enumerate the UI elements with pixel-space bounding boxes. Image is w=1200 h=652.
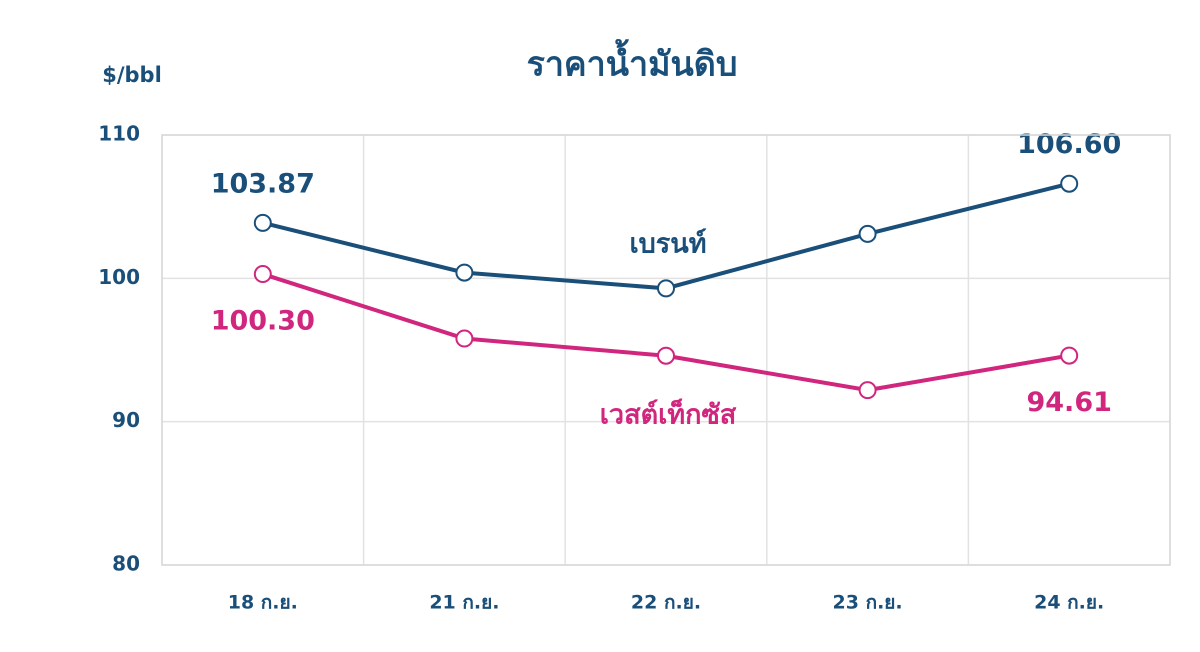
x-tick-label: 22 ก.ย. <box>631 592 701 614</box>
plot-border <box>161 134 1171 566</box>
y-tick-label: 100 <box>98 265 140 289</box>
x-tick-label: 23 ก.ย. <box>833 592 903 614</box>
x-tick-label: 21 ก.ย. <box>429 592 499 614</box>
data-label: 103.87 <box>211 168 315 199</box>
y-axis-label: $/bbl <box>102 63 162 87</box>
series-label: เวสต์เท็กซัส <box>600 397 737 431</box>
y-tick-label: 90 <box>112 408 140 432</box>
point-marker <box>253 213 272 232</box>
data-label: 106.60 <box>1017 129 1121 160</box>
data-label: 94.61 <box>1026 387 1111 418</box>
y-tick-label: 80 <box>112 552 140 576</box>
point-marker <box>253 265 272 284</box>
point-marker <box>858 224 877 243</box>
series-label: เบรนท์ <box>629 228 706 260</box>
y-tick-label: 110 <box>98 122 140 146</box>
chart-title: ราคาน้ำมันดิบ <box>527 39 738 85</box>
x-tick-label: 18 ก.ย. <box>228 592 298 614</box>
point-marker <box>455 329 474 348</box>
point-marker <box>1060 346 1079 365</box>
point-marker <box>1060 174 1079 193</box>
point-marker <box>657 346 675 365</box>
point-marker <box>858 381 877 400</box>
x-tick-label: 24 ก.ย. <box>1034 592 1104 614</box>
point-marker <box>657 279 675 298</box>
data-label: 100.30 <box>211 306 315 337</box>
point-marker <box>455 263 474 282</box>
